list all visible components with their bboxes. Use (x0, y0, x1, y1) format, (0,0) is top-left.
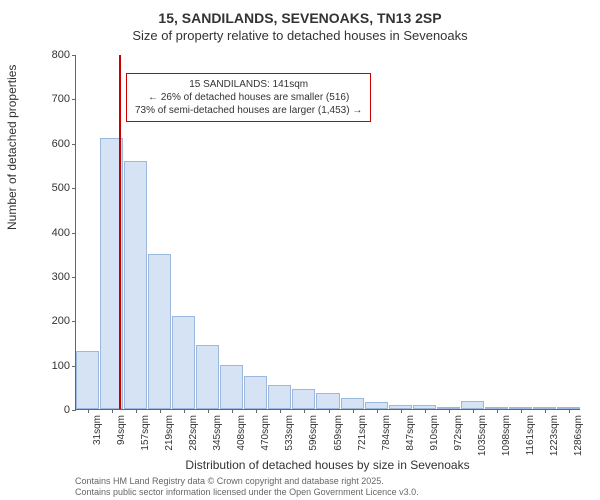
x-tick-line (401, 409, 402, 413)
x-tick-line (208, 409, 209, 413)
histogram-bar (268, 385, 291, 409)
x-tick-line (256, 409, 257, 413)
info-line-3: 73% of semi-detached houses are larger (… (135, 104, 362, 117)
x-tick-line (88, 409, 89, 413)
x-tick: 910sqm (429, 415, 440, 451)
x-tick-line (232, 409, 233, 413)
y-tick-line (72, 410, 76, 411)
y-tick-line (72, 277, 76, 278)
x-tick: 282sqm (188, 415, 199, 451)
x-tick: 1035sqm (477, 415, 488, 456)
x-tick: 408sqm (236, 415, 247, 451)
x-tick: 721sqm (357, 415, 368, 451)
histogram-bar (461, 401, 484, 409)
x-tick: 94sqm (116, 415, 127, 445)
histogram-bar (365, 402, 388, 409)
x-tick: 847sqm (405, 415, 416, 451)
x-tick: 1223sqm (549, 415, 560, 456)
x-tick-line (304, 409, 305, 413)
x-tick-line (521, 409, 522, 413)
x-tick-line (545, 409, 546, 413)
x-tick: 345sqm (212, 415, 223, 451)
x-tick: 784sqm (381, 415, 392, 451)
chart-title-sub: Size of property relative to detached ho… (0, 28, 600, 43)
y-tick-line (72, 188, 76, 189)
y-axis-label: Number of detached properties (5, 65, 19, 230)
x-tick-line (136, 409, 137, 413)
x-tick-line (473, 409, 474, 413)
x-tick: 1286sqm (573, 415, 584, 456)
x-tick-line (377, 409, 378, 413)
x-tick: 1161sqm (525, 415, 536, 455)
histogram-bar (220, 365, 243, 409)
x-tick-line (160, 409, 161, 413)
y-tick-line (72, 55, 76, 56)
histogram-bar (76, 351, 99, 409)
x-tick: 1098sqm (501, 415, 512, 456)
x-tick: 219sqm (164, 415, 175, 451)
histogram-bar (148, 254, 171, 409)
property-marker-line (119, 55, 121, 409)
x-tick-line (112, 409, 113, 413)
chart-title-main: 15, SANDILANDS, SEVENOAKS, TN13 2SP (0, 10, 600, 26)
histogram-bar (341, 398, 364, 409)
x-tick: 659sqm (333, 415, 344, 451)
x-tick-line (329, 409, 330, 413)
x-tick-line (569, 409, 570, 413)
x-tick: 470sqm (260, 415, 271, 451)
y-tick-line (72, 233, 76, 234)
plot-area: 15 SANDILANDS: 141sqm ← 26% of detached … (75, 55, 580, 410)
histogram-bar (316, 393, 339, 409)
histogram-bar (292, 389, 315, 409)
info-box: 15 SANDILANDS: 141sqm ← 26% of detached … (126, 73, 371, 122)
chart-container: 15, SANDILANDS, SEVENOAKS, TN13 2SP Size… (0, 0, 600, 500)
histogram-bar (196, 345, 219, 409)
y-tick-line (72, 321, 76, 322)
x-tick-line (497, 409, 498, 413)
x-tick-line (353, 409, 354, 413)
y-tick-line (72, 99, 76, 100)
x-tick-line (449, 409, 450, 413)
x-tick: 533sqm (284, 415, 295, 451)
x-tick-line (280, 409, 281, 413)
x-tick-line (184, 409, 185, 413)
x-axis-label: Distribution of detached houses by size … (75, 458, 580, 472)
x-tick-line (425, 409, 426, 413)
x-tick: 596sqm (308, 415, 319, 451)
x-tick: 972sqm (453, 415, 464, 451)
footer-line-1: Contains HM Land Registry data © Crown c… (75, 476, 384, 486)
info-line-1: 15 SANDILANDS: 141sqm (135, 78, 362, 91)
histogram-bar (124, 161, 147, 410)
histogram-bar (172, 316, 195, 409)
histogram-bar (244, 376, 267, 409)
y-tick-line (72, 144, 76, 145)
info-line-2: ← 26% of detached houses are smaller (51… (135, 91, 362, 104)
footer-line-2: Contains public sector information licen… (75, 487, 419, 497)
x-tick: 31sqm (92, 415, 103, 445)
x-tick: 157sqm (140, 415, 151, 451)
